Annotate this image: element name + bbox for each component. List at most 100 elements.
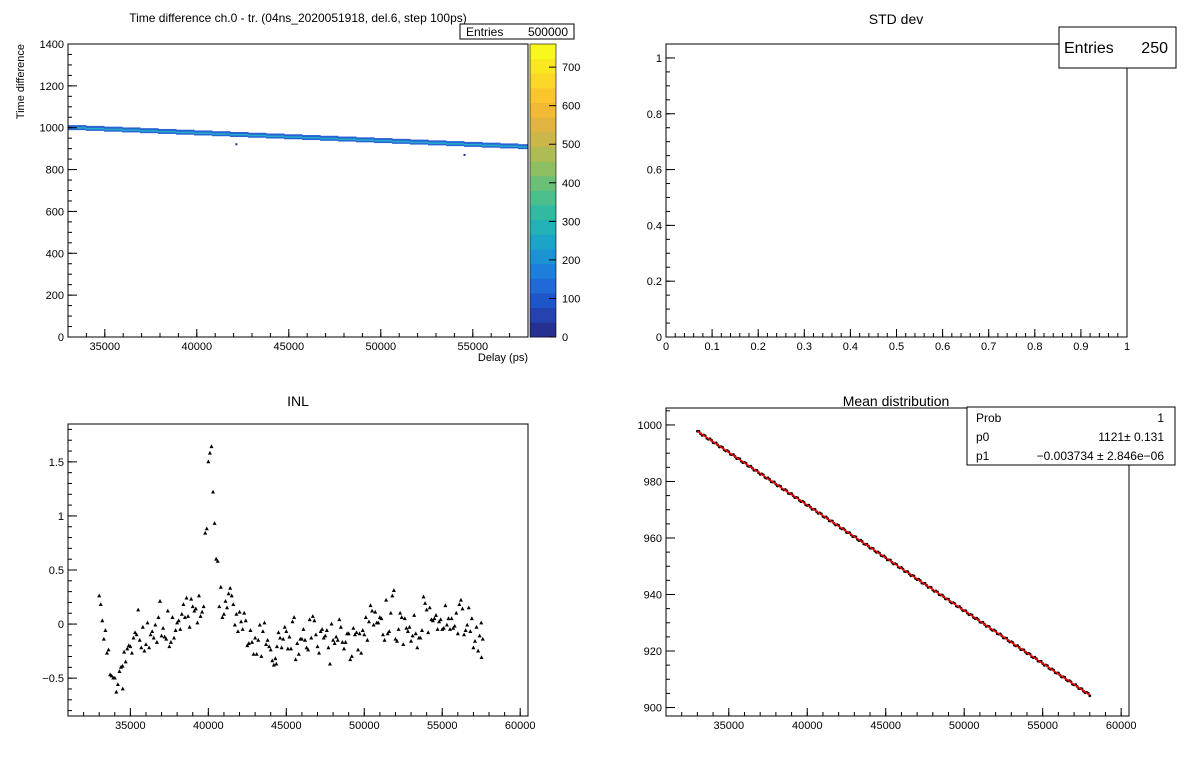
x-tick-label: 0.8 (1027, 341, 1042, 353)
data-point (150, 629, 155, 634)
y-tick-label: 0.4 (647, 220, 662, 232)
data-point (106, 647, 111, 652)
data-point (334, 634, 339, 639)
stats-box: Entries 500000 (459, 23, 575, 40)
data-point (245, 643, 250, 648)
y-tick-label: 900 (644, 703, 662, 715)
data-point (365, 637, 370, 642)
y-axis: 0 0.2 0.4 0.6 0.8 1 (647, 43, 675, 344)
data-point (265, 637, 270, 642)
stats-label-entries: Entries (1064, 40, 1114, 57)
data-point (114, 689, 119, 694)
data-point (120, 686, 125, 691)
band-cell-peak (158, 130, 177, 133)
data-point (248, 628, 253, 632)
data-point (359, 650, 364, 655)
data-point (122, 649, 127, 654)
colorbar-swatch (530, 293, 556, 309)
y-tick-label: 1000 (638, 420, 662, 432)
data-point (338, 624, 343, 629)
data-point (281, 636, 286, 641)
colorbar-swatch (530, 263, 556, 279)
x-axis: 35000 40000 45000 50000 55000 60000 (67, 708, 536, 732)
data-point (253, 635, 258, 640)
y-axis: 0 200 400 600 800 1000 1200 1400 (40, 39, 77, 344)
data-point (434, 613, 438, 617)
data-point (164, 636, 169, 641)
data-point (423, 601, 428, 605)
data-point (474, 624, 479, 629)
colorbar-swatch (530, 190, 556, 206)
chart-title: STD dev (869, 11, 923, 27)
data-point (348, 657, 353, 662)
chart-title: Mean distribution (843, 393, 950, 409)
data-point (214, 556, 219, 561)
data-point (357, 631, 362, 636)
data-point (186, 614, 191, 618)
band-cell-peak (230, 133, 249, 136)
data-point (465, 622, 470, 627)
x-tick-label: 55000 (1027, 720, 1058, 732)
data-point (204, 526, 209, 531)
data-point (321, 635, 326, 640)
colorbar-tick-label: 600 (562, 101, 580, 113)
band-cell-peak (518, 146, 528, 148)
panel-std-dev: STD dev 0 0.1 0.2 0.3 0.4 0.5 0.6 0.7 0.8 0.9 1 00… (647, 11, 1177, 353)
data-point (449, 616, 454, 621)
y-tick-label: 1200 (40, 81, 64, 93)
data-point (424, 607, 429, 612)
data-point (323, 633, 328, 638)
data-point (229, 593, 234, 598)
fit-stats-box: Prob 1 p0 1121± 0.131 p1 −0.003734 ± 2.8… (966, 406, 1176, 466)
y-tick-label: 980 (644, 476, 662, 488)
colorbar-tick-label: 300 (562, 216, 580, 228)
x-tick-label: 45000 (870, 720, 901, 732)
data-point (452, 623, 457, 628)
data-point (221, 611, 226, 616)
band-cell-peak (86, 127, 105, 130)
colorbar-swatch (530, 175, 556, 191)
x-tick-label: 40000 (193, 720, 224, 732)
data-point (337, 617, 342, 622)
data-point (304, 645, 309, 650)
x-tick-label: 0.9 (1073, 341, 1088, 353)
data-point (104, 650, 109, 655)
plot-frame (67, 423, 529, 717)
data-point (98, 602, 103, 607)
data-point (195, 620, 200, 625)
data-point (306, 647, 311, 652)
data-point (203, 530, 208, 535)
data-point (273, 656, 278, 661)
data-point (217, 604, 222, 609)
stats-value-prob: 1 (1157, 411, 1164, 425)
data-point (206, 459, 211, 464)
y-tick-label: 400 (46, 248, 64, 260)
y-tick-label: 1 (656, 53, 662, 65)
data-point (366, 619, 371, 624)
chart-title: INL (287, 393, 309, 409)
data-point (117, 669, 122, 674)
band-cell-peak (248, 134, 267, 137)
data-point (421, 594, 426, 599)
colorbar-swatch (530, 146, 556, 162)
data-point (220, 615, 225, 619)
band-cell-peak (266, 135, 285, 138)
y-tick-label: 0 (58, 619, 64, 631)
stats-value-p0: 1121± 0.131 (1098, 430, 1164, 444)
data-point (239, 619, 244, 624)
data-point (184, 595, 189, 600)
data-point (454, 610, 459, 615)
data-point (332, 641, 337, 645)
data-point (129, 650, 134, 655)
band-cell-peak (428, 142, 447, 144)
x-tick-label: 50000 (366, 341, 397, 353)
data-point (296, 651, 301, 656)
data-point (362, 632, 367, 637)
data-point (295, 641, 300, 645)
data-point (234, 611, 239, 616)
data-point (401, 642, 406, 647)
data-point (448, 627, 453, 631)
data-point (312, 618, 317, 623)
data-point (340, 640, 345, 644)
colorbar-swatch (530, 161, 556, 177)
